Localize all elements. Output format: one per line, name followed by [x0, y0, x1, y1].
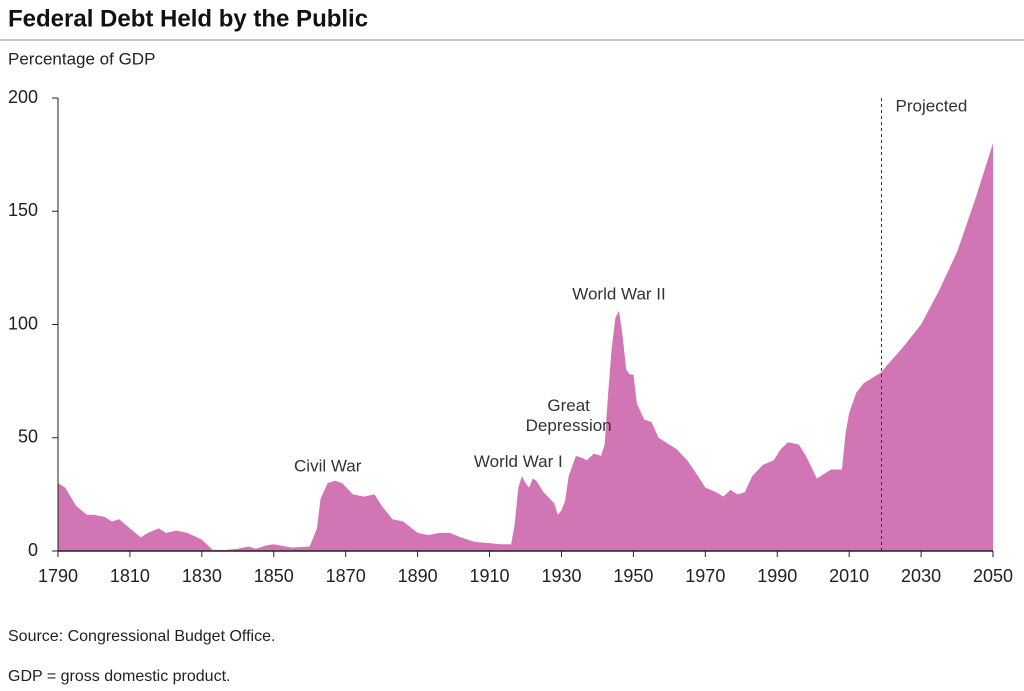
x-tick-label: 1930: [541, 566, 581, 586]
y-axis-label: Percentage of GDP: [8, 49, 155, 68]
x-tick-label: 1970: [685, 566, 725, 586]
chart-title: Federal Debt Held by the Public: [8, 5, 368, 32]
annotation: Great: [547, 396, 590, 415]
x-tick-label: 2050: [973, 566, 1013, 586]
annotation: Civil War: [294, 457, 362, 476]
source: Source: Congressional Budget Office.: [8, 628, 275, 645]
x-tick-label: 1950: [613, 566, 653, 586]
x-tick-label: 2010: [829, 566, 869, 586]
annotation: Depression: [526, 416, 612, 435]
debt-area: [58, 143, 993, 552]
note: GDP = gross domestic product.: [8, 668, 230, 685]
x-tick-label: 1850: [254, 566, 294, 586]
x-tick-label: 1830: [182, 566, 222, 586]
y-tick-label: 0: [28, 540, 38, 560]
x-tick-label: 1890: [398, 566, 438, 586]
x-tick-label: 1990: [757, 566, 797, 586]
y-tick-label: 200: [8, 87, 38, 107]
projected-label: Projected: [896, 96, 968, 115]
y-tick-label: 100: [8, 313, 38, 333]
y-tick-label: 50: [18, 427, 38, 447]
annotation: World War I: [474, 452, 563, 471]
x-tick-label: 2030: [901, 566, 941, 586]
x-tick-label: 1810: [110, 566, 150, 586]
x-tick-label: 1910: [470, 566, 510, 586]
x-tick-label: 1870: [326, 566, 366, 586]
x-tick-label: 1790: [38, 566, 78, 586]
annotation: World War II: [572, 285, 666, 304]
y-tick-label: 150: [8, 200, 38, 220]
